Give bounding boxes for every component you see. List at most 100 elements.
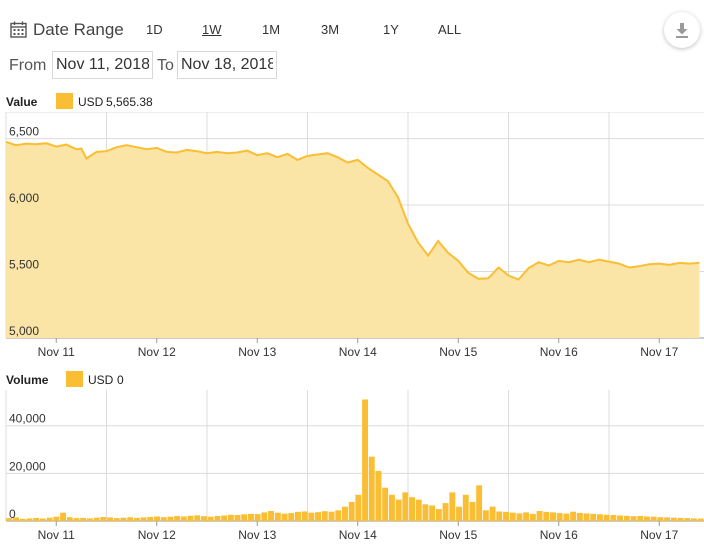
volume-x-tick-label: Nov 13	[238, 528, 276, 542]
volume-bar	[496, 511, 503, 521]
value-x-tick-label: Nov 15	[439, 345, 477, 359]
volume-bar	[328, 511, 335, 521]
volume-bar	[335, 510, 342, 521]
volume-bar	[248, 513, 254, 521]
volume-bar	[40, 518, 46, 521]
volume-bar	[670, 517, 677, 521]
volume-bar	[623, 515, 630, 521]
volume-bar	[180, 516, 187, 521]
value-x-tick-label: Nov 17	[640, 345, 678, 359]
volume-bar	[60, 512, 66, 521]
value-x-tick-label: Nov 16	[540, 345, 578, 359]
volume-x-tick-label: Nov 17	[640, 528, 678, 542]
volume-bar	[637, 516, 644, 521]
volume-bar	[46, 517, 53, 521]
volume-bar	[147, 517, 154, 521]
volume-bar	[214, 516, 221, 521]
from-date-input[interactable]	[52, 51, 153, 79]
range-button-3m[interactable]: 3M	[321, 22, 340, 37]
volume-bar	[563, 513, 570, 521]
value-x-tick-label: Nov 11	[38, 345, 75, 359]
volume-bar	[657, 517, 664, 521]
volume-bar	[603, 514, 610, 521]
volume-legend-series: USD	[88, 373, 114, 387]
volume-bar	[93, 517, 100, 521]
volume-bar	[442, 503, 449, 521]
volume-bar	[127, 517, 134, 521]
volume-bar	[342, 506, 348, 521]
volume-bar	[576, 512, 583, 521]
volume-bar	[516, 513, 523, 521]
volume-bar	[288, 513, 295, 521]
volume-bar	[33, 517, 40, 521]
volume-bar	[630, 516, 637, 521]
value-legend-swatch[interactable]	[56, 93, 73, 109]
to-date-input[interactable]	[177, 51, 277, 79]
volume-bar	[456, 506, 462, 521]
download-button[interactable]	[664, 12, 700, 48]
range-button-1y[interactable]: 1Y	[383, 22, 399, 37]
volume-bar	[281, 513, 288, 521]
volume-bar	[13, 517, 19, 521]
volume-bar	[476, 485, 483, 521]
volume-bar	[174, 516, 181, 521]
volume-bar	[503, 511, 509, 521]
volume-bar	[308, 512, 315, 521]
range-button-all[interactable]: ALL	[438, 22, 462, 37]
volume-bar	[597, 514, 603, 521]
volume-bar	[556, 513, 563, 521]
value-chart-title: Value	[6, 95, 38, 109]
volume-bar	[550, 512, 556, 521]
value-legend-series: USD	[78, 95, 104, 109]
volume-x-tick-label: Nov 14	[339, 528, 377, 542]
volume-bar	[583, 513, 590, 521]
volume-bar	[509, 512, 516, 521]
volume-bar	[449, 492, 456, 521]
volume-bar	[529, 513, 536, 521]
volume-bar	[590, 513, 597, 521]
volume-bar	[221, 515, 228, 521]
volume-chart[interactable]: 0 20,000 40,000 Nov 11 Nov 12 Nov 13 Nov 14 No…	[0, 390, 704, 548]
value-series-line	[5, 140, 700, 281]
value-y-tick-label: 6,000	[9, 191, 39, 205]
range-button-1m[interactable]: 1M	[262, 22, 281, 37]
volume-bar	[100, 517, 107, 521]
volume-x-tick-label: Nov 11	[38, 528, 75, 542]
volume-legend-swatch[interactable]	[66, 371, 83, 387]
volume-bar	[66, 517, 73, 521]
value-x-tick-label: Nov 13	[238, 345, 276, 359]
volume-bar	[160, 517, 167, 521]
value-chart[interactable]: 5,000 5,500 6,000 6,500 Nov 11 Nov 12 Nov 13 N…	[0, 112, 704, 366]
volume-bar	[187, 515, 194, 521]
calendar-icon[interactable]	[10, 21, 27, 38]
volume-bar	[207, 516, 214, 521]
volume-bar	[133, 517, 140, 521]
volume-bar	[254, 514, 261, 521]
volume-bar	[107, 517, 113, 521]
volume-bar	[375, 471, 382, 521]
volume-bar	[348, 501, 355, 521]
volume-bar	[382, 487, 389, 521]
value-x-tick-label: Nov 14	[339, 345, 377, 359]
volume-bar	[684, 518, 691, 521]
range-button-1w[interactable]: 1W	[202, 22, 222, 37]
volume-bar	[429, 505, 436, 521]
volume-bar	[422, 504, 429, 521]
volume-bar	[194, 515, 201, 521]
volume-y-tick-label: 0	[9, 507, 16, 521]
volume-x-tick-label: Nov 16	[540, 528, 578, 542]
from-label: From	[9, 57, 47, 74]
volume-bar	[389, 494, 395, 521]
volume-bar	[395, 499, 402, 521]
volume-bar	[321, 511, 328, 521]
volume-bar	[268, 511, 274, 521]
volume-bar	[80, 517, 87, 521]
range-button-1d[interactable]: 1D	[146, 22, 163, 37]
volume-bar	[234, 515, 241, 521]
volume-bar	[315, 512, 321, 521]
to-label: To	[157, 57, 174, 74]
volume-bar	[677, 517, 684, 521]
volume-bar	[368, 456, 375, 521]
volume-bar	[644, 516, 650, 521]
volume-bar	[362, 399, 368, 521]
